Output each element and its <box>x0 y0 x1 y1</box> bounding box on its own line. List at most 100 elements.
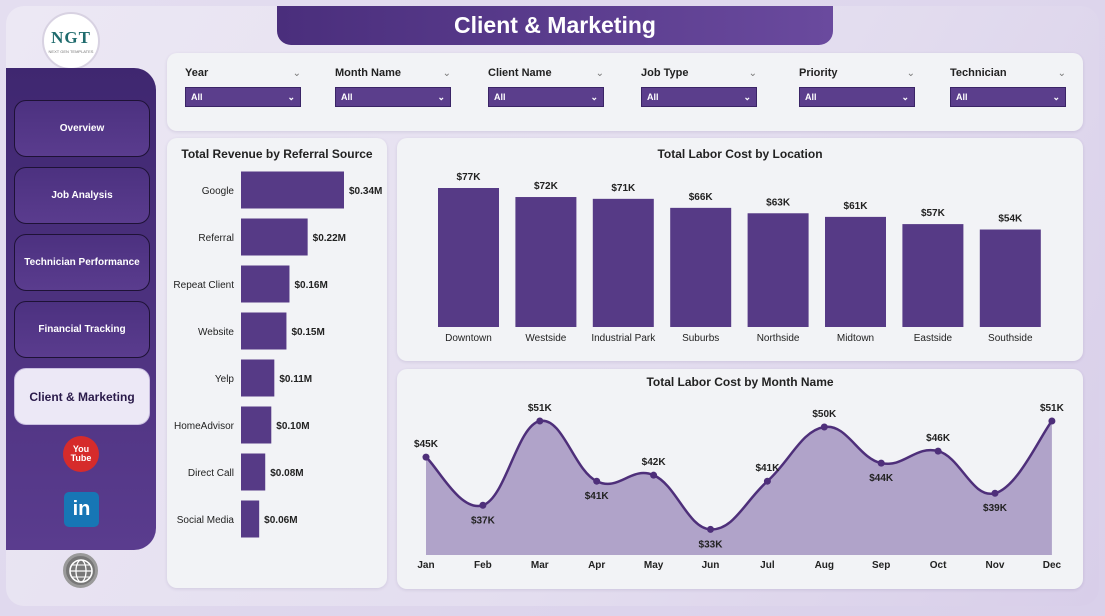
data-label: $45K <box>414 439 439 450</box>
month-label: Jun <box>702 560 720 571</box>
data-label: $0.08M <box>270 468 303 479</box>
data-label: $0.15M <box>291 327 324 338</box>
labor-cost-by-month-card: Total Labor Cost by Month Name $45K Jan $3… <box>397 369 1083 589</box>
youtube-icon[interactable]: You Tube <box>63 436 99 472</box>
globe-icon <box>68 558 93 583</box>
linkedin-label: in <box>72 498 91 520</box>
chevron-down-icon[interactable]: ⌄ <box>906 67 915 79</box>
bar <box>670 207 732 327</box>
data-label: $33K <box>699 539 724 550</box>
filter-month-name-select[interactable]: All ⌄ <box>335 87 451 107</box>
month-label: Mar <box>531 560 549 571</box>
data-label: $41K <box>755 463 780 474</box>
revenue-by-referral-card: Total Revenue by Referral Source Google $… <box>167 138 387 588</box>
chevron-down-icon[interactable]: ⌄ <box>595 67 604 79</box>
bar <box>825 216 886 327</box>
filter-client-name-select[interactable]: All ⌄ <box>488 87 604 107</box>
bar <box>241 265 290 303</box>
filter-job-type: Job Type ⌄ All ⌄ <box>641 65 757 107</box>
bar <box>241 453 266 491</box>
bar <box>241 218 308 256</box>
data-label: $72K <box>534 181 559 192</box>
bar <box>438 188 499 327</box>
category-label: Yelp <box>215 374 235 385</box>
month-label: Nov <box>986 560 1005 571</box>
category-label: Google <box>202 186 235 197</box>
filter-month-name: Month Name ⌄ All ⌄ <box>335 65 451 107</box>
category-label: Industrial Park <box>591 333 656 344</box>
filter-priority-select[interactable]: All ⌄ <box>799 87 915 107</box>
nav-overview-button[interactable]: Overview <box>14 100 150 157</box>
filter-technician-label: Technician <box>950 67 1007 79</box>
data-point <box>479 501 487 509</box>
filter-job-type-select[interactable]: All ⌄ <box>641 87 757 107</box>
category-label: Southside <box>988 333 1033 344</box>
month-label: Jan <box>417 560 434 571</box>
data-label: $42K <box>642 457 667 468</box>
data-point <box>650 471 658 479</box>
filter-job-type-label: Job Type <box>641 67 689 79</box>
youtube-label-bottom: Tube <box>70 453 92 463</box>
data-label: $41K <box>585 491 610 502</box>
logo-text: NGT <box>51 28 91 47</box>
dropdown-arrow-icon: ⌄ <box>743 91 751 102</box>
data-point <box>1048 417 1056 425</box>
youtube-label-top: You <box>72 444 90 454</box>
chevron-down-icon[interactable]: ⌄ <box>748 67 757 79</box>
filter-year-value: All <box>191 92 203 102</box>
nav-technician-performance-button[interactable]: Technician Performance <box>14 234 150 291</box>
data-label: $37K <box>471 515 496 526</box>
website-icon[interactable] <box>63 553 98 588</box>
bar <box>241 359 275 397</box>
data-label: $0.06M <box>264 515 297 526</box>
month-label: Oct <box>930 560 947 571</box>
dropdown-arrow-icon: ⌄ <box>437 91 445 102</box>
linkedin-icon[interactable]: in <box>64 492 99 527</box>
nav-financial-tracking-button[interactable]: Financial Tracking <box>14 301 150 358</box>
nav-job-analysis-button[interactable]: Job Analysis <box>14 167 150 224</box>
data-label: $39K <box>983 503 1008 514</box>
category-label: Social Media <box>177 515 235 526</box>
dropdown-arrow-icon: ⌄ <box>287 91 295 102</box>
chart-title: Total Labor Cost by Location <box>657 147 823 161</box>
filter-technician-select[interactable]: All ⌄ <box>950 87 1066 107</box>
bar <box>241 312 287 350</box>
chevron-down-icon[interactable]: ⌄ <box>442 67 451 79</box>
bar <box>515 197 577 327</box>
category-label: Referral <box>198 233 234 244</box>
category-label: Downtown <box>445 333 492 344</box>
chevron-down-icon[interactable]: ⌄ <box>1057 67 1066 79</box>
filter-technician-value: All <box>956 92 968 102</box>
category-label: Direct Call <box>188 468 234 479</box>
category-label: Midtown <box>837 333 874 344</box>
nav-client-marketing-button[interactable]: Client & Marketing <box>14 368 150 425</box>
data-point <box>422 453 430 461</box>
data-point <box>763 477 771 485</box>
data-label: $57K <box>921 208 946 219</box>
data-point <box>820 423 828 431</box>
bar <box>979 229 1041 327</box>
filter-priority-value: All <box>805 92 817 102</box>
data-label: $0.11M <box>279 374 312 385</box>
dropdown-arrow-icon: ⌄ <box>901 91 909 102</box>
category-label: Eastside <box>914 333 953 344</box>
month-label: Feb <box>474 560 492 571</box>
chevron-down-icon[interactable]: ⌄ <box>292 67 301 79</box>
month-label: Apr <box>588 560 605 571</box>
filter-priority: Priority ⌄ All ⌄ <box>799 65 915 107</box>
chart-title: Total Revenue by Referral Source <box>181 147 373 161</box>
data-label: $71K <box>611 183 636 194</box>
data-label: $0.16M <box>294 280 327 291</box>
filter-panel: Year ⌄ All ⌄ Month Name ⌄ All ⌄ Client Name ⌄… <box>167 53 1083 131</box>
data-label: $63K <box>766 197 791 208</box>
data-label: $66K <box>689 192 714 203</box>
data-label: $46K <box>926 433 951 444</box>
month-label: Aug <box>815 560 834 571</box>
month-label: May <box>644 560 664 571</box>
filter-year-select[interactable]: All ⌄ <box>185 87 301 107</box>
data-label: $0.10M <box>276 421 309 432</box>
filter-job-type-value: All <box>647 92 659 102</box>
data-label: $51K <box>1040 403 1065 414</box>
logo-subtext: NEXT GEN TEMPLATES <box>48 49 94 54</box>
category-label: Northside <box>757 333 800 344</box>
